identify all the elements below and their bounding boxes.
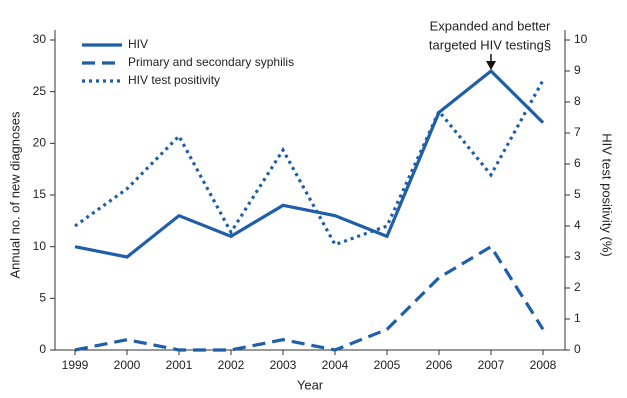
x-tick-label: 2005 — [374, 358, 401, 372]
y2-tick-label: 10 — [574, 32, 588, 46]
y2-tick-label: 9 — [574, 63, 581, 77]
series-line — [74, 244, 545, 352]
y-tick-label: 20 — [33, 136, 47, 150]
y2-tick-label: 0 — [574, 342, 581, 356]
x-tick-label: 2007 — [478, 358, 505, 372]
y-tick-label: 15 — [33, 187, 47, 201]
y2-tick-label: 1 — [574, 311, 581, 325]
y2-tick-label: 6 — [574, 156, 581, 170]
y2-tick-label: 3 — [574, 249, 581, 263]
y2-tick-label: 7 — [574, 125, 581, 139]
annotation-text: targeted HIV testing§ — [429, 37, 551, 52]
x-tick-label: 2004 — [322, 358, 349, 372]
y-tick-label: 10 — [33, 239, 47, 253]
y-tick-label: 25 — [33, 84, 47, 98]
x-tick-label: 2003 — [270, 358, 297, 372]
x-tick-label: 2000 — [114, 358, 141, 372]
y2-tick-label: 2 — [574, 280, 581, 294]
y2-axis-label: HIV test positivity (%) — [600, 133, 615, 257]
annotation-arrowhead — [486, 61, 496, 70]
y-tick-label: 30 — [33, 32, 47, 46]
x-tick-label: 1999 — [62, 358, 89, 372]
y2-tick-label: 5 — [574, 187, 581, 201]
series-line — [74, 79, 545, 247]
axes — [54, 30, 566, 351]
legend-label: HIV — [128, 37, 148, 51]
y2-tick-label: 4 — [574, 218, 581, 232]
x-tick-label: 2006 — [426, 358, 453, 372]
x-tick-label: 2002 — [218, 358, 245, 372]
legend-label: HIV test positivity — [128, 73, 220, 87]
y-tick-label: 5 — [39, 291, 46, 305]
series-line — [74, 68, 545, 259]
x-axis-label: Year — [297, 377, 324, 392]
x-tick-label: 2001 — [166, 358, 193, 372]
annotation-text: Expanded and better — [430, 18, 551, 33]
y-tick-label: 0 — [39, 342, 46, 356]
x-tick-label: 2008 — [530, 358, 557, 372]
y-axis-label: Annual no. of new diagnoses — [7, 111, 22, 278]
y2-tick-label: 8 — [574, 94, 581, 108]
legend-label: Primary and secondary syphilis — [128, 55, 294, 69]
